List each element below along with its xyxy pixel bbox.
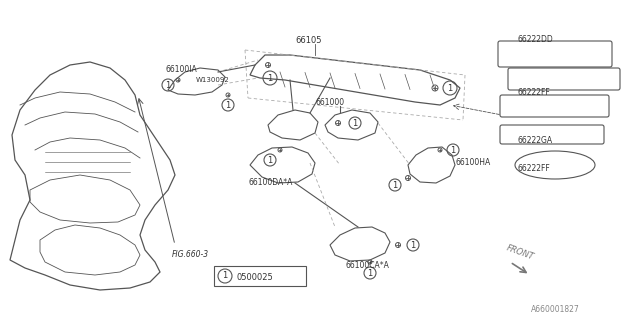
- Text: W130092: W130092: [196, 77, 230, 83]
- Text: 66100IA: 66100IA: [165, 65, 196, 74]
- Text: 1: 1: [268, 74, 273, 83]
- Text: 1: 1: [410, 241, 415, 250]
- Text: 1: 1: [165, 81, 171, 90]
- Text: 1: 1: [353, 118, 358, 127]
- Text: A660001827: A660001827: [531, 305, 580, 314]
- Text: 661000: 661000: [315, 98, 344, 107]
- Text: 66105: 66105: [295, 36, 321, 45]
- Text: 1: 1: [392, 180, 397, 189]
- Text: 66222FF: 66222FF: [518, 164, 551, 173]
- Text: 66100CA*A: 66100CA*A: [345, 261, 389, 270]
- Text: FRONT: FRONT: [505, 244, 535, 262]
- Text: 1: 1: [225, 100, 230, 109]
- Text: 1: 1: [451, 146, 456, 155]
- Text: 66100HA: 66100HA: [455, 158, 490, 167]
- Text: 1: 1: [367, 268, 372, 277]
- Text: 66222DD: 66222DD: [518, 35, 554, 44]
- Text: 1: 1: [447, 84, 452, 92]
- Text: 0500025: 0500025: [236, 273, 273, 282]
- Text: 66222FF: 66222FF: [518, 88, 551, 97]
- Text: 1: 1: [268, 156, 273, 164]
- Text: FIG.660-3: FIG.660-3: [172, 250, 209, 259]
- Text: 66100DA*A: 66100DA*A: [248, 178, 292, 187]
- Text: 1: 1: [222, 271, 228, 281]
- Text: 66222GA: 66222GA: [518, 136, 553, 145]
